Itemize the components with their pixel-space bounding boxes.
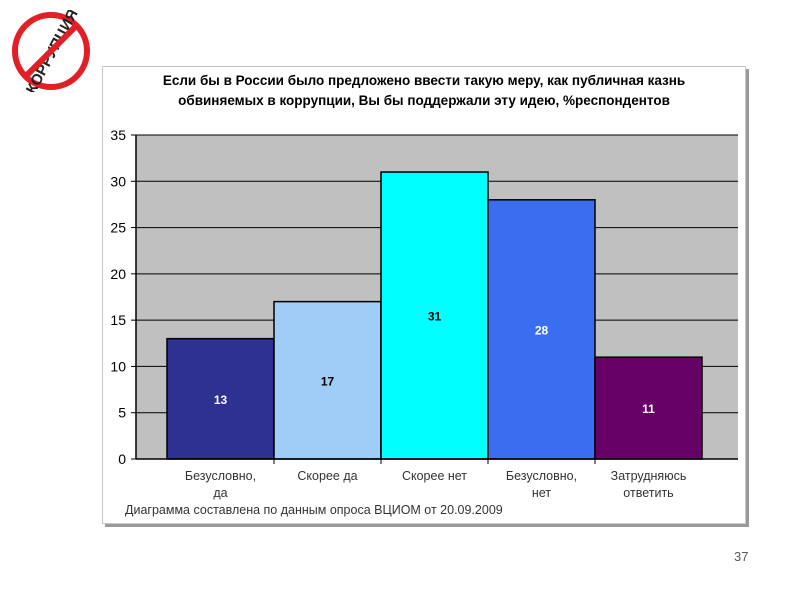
y-tick-label: 25 xyxy=(110,220,126,236)
bar-value-label: 31 xyxy=(428,310,442,324)
chart-title-line-2: обвиняемых в коррупции, Вы бы поддержали… xyxy=(178,93,670,108)
chart-title-line-1: Если бы в России было предложено ввести … xyxy=(162,73,686,88)
chart-title: Если бы в России было предложено ввести … xyxy=(103,71,745,111)
bar-value-label: 28 xyxy=(535,323,549,337)
x-tick-label: нет xyxy=(532,486,551,500)
x-tick-label: Безусловно, xyxy=(185,469,256,483)
bar-value-label: 11 xyxy=(642,402,655,416)
x-tick-label: ответить xyxy=(623,486,673,500)
x-tick-label: Скорее нет xyxy=(402,469,467,483)
bar-value-label: 17 xyxy=(321,374,335,388)
bar-value-label: 13 xyxy=(214,393,228,407)
bar xyxy=(487,199,596,460)
chart-panel: 0 5 10 15 20 25 30 35 13 Безусловно, да 17 Скорее да… xyxy=(102,66,746,524)
y-tick-label: 0 xyxy=(118,451,126,467)
x-tick-label: Затрудняюсь xyxy=(611,469,687,483)
bar xyxy=(166,337,275,460)
y-tick-label: 20 xyxy=(110,266,126,282)
no-corruption-sign-svg: КОРРУПЦИЯ xyxy=(12,7,90,97)
chart-svg: 0 5 10 15 20 25 30 35 13 Безусловно, да 17 Скорее да… xyxy=(110,127,738,500)
y-tick-label: 15 xyxy=(110,312,126,328)
y-tick-label: 5 xyxy=(118,405,126,421)
x-tick-label: Безусловно, xyxy=(506,469,577,483)
chart-caption: Диаграмма составлена по данным опроса ВЦ… xyxy=(125,503,503,517)
sign-slash xyxy=(23,23,79,79)
x-tick-label: Скорее да xyxy=(297,469,357,483)
bar xyxy=(594,356,703,460)
y-tick-label: 35 xyxy=(110,127,126,143)
x-tick-label: да xyxy=(213,486,227,500)
page-number: 37 xyxy=(734,549,749,564)
y-tick-label: 30 xyxy=(110,173,126,189)
no-corruption-sign-icon: КОРРУПЦИЯ xyxy=(10,7,92,97)
y-tick-label: 10 xyxy=(110,358,126,374)
